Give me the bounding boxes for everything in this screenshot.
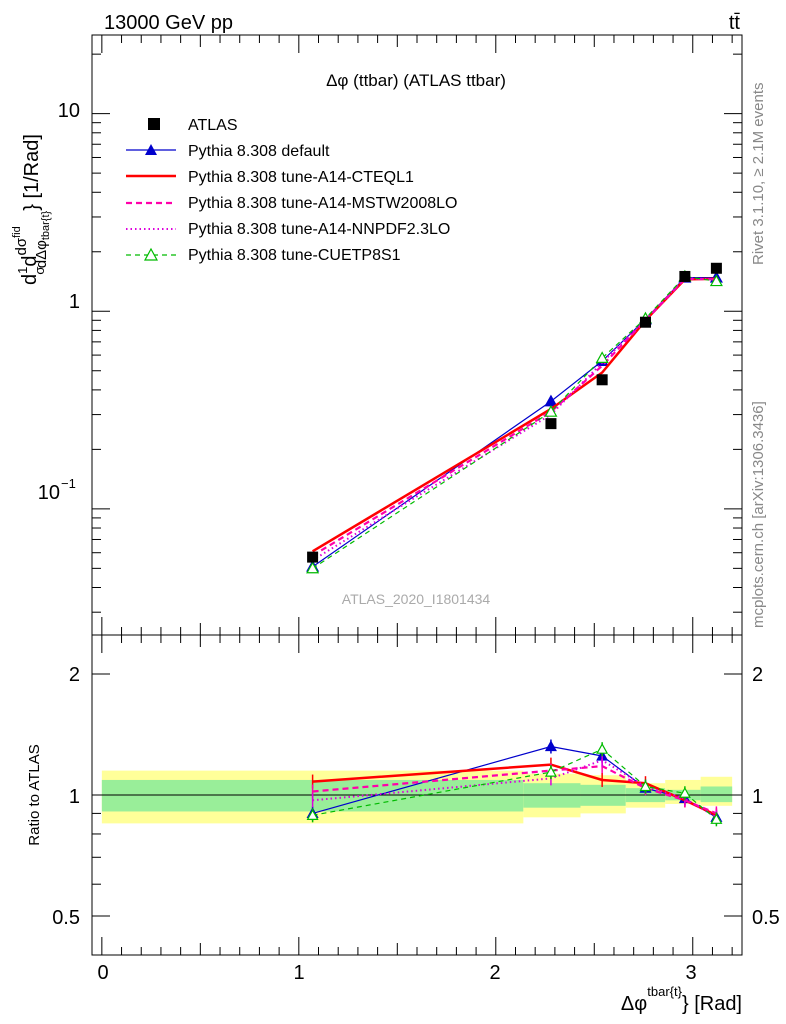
ratio-series-4-point-1: [544, 765, 557, 777]
atlas-data-point-5: [710, 262, 722, 274]
x-axis-title: Δφtbar{t}} [Rad]: [621, 984, 742, 1015]
legend-entry-nnpdf23lo: Pythia 8.308 tune-A14-NNPDF2.3LO: [188, 221, 450, 238]
energy-label: 13000 GeV pp: [104, 12, 233, 34]
ratio-y-tick-label-2-right: 2: [752, 664, 763, 686]
ratio-series-4-point-0: [306, 809, 319, 820]
main-axis-ticks: [92, 35, 742, 635]
ratio-y-tick-label-0.5-right: 0.5: [752, 907, 780, 929]
main-series-line-1: [311, 277, 717, 553]
ratio-series-4-point-3: [639, 780, 652, 792]
ratio-band-inner-5: [700, 786, 733, 803]
rivet-version-label: Rivet 3.1.10, ≥ 2.1M events: [750, 83, 767, 266]
x-tick-label-0: 0: [97, 962, 108, 984]
chart-title: Δφ (ttbar) (ATLAS ttbar): [326, 71, 506, 90]
legend-entry-cuetp8s1: Pythia 8.308 tune-CUETP8S1: [188, 247, 401, 264]
atlas-data-point-3: [639, 316, 651, 328]
main-series-4-point-5: [709, 274, 723, 287]
ratio-panel: 2 1 0.5 2 1 0.5 0 1 2 3 Ratio to ATLAS Δ…: [26, 634, 780, 1015]
main-series-0-point-1: [544, 394, 558, 407]
main-series-line-3: [312, 277, 717, 562]
main-series-4-point-2: [595, 351, 609, 364]
main-series-4-point-0: [306, 561, 320, 574]
ratio-plot-content: [92, 739, 742, 827]
atlas-data-point-4: [679, 270, 691, 282]
x-tick-label-1: 1: [293, 962, 304, 984]
legend-marker-atlas: [148, 118, 160, 130]
ratio-series-line-1: [312, 763, 717, 817]
main-plot-content: [306, 262, 723, 574]
main-tick-labels: 10 1 10 −1: [38, 100, 80, 504]
ratio-y-tick-label-1-right: 1: [752, 786, 763, 808]
ratio-y-tick-label-0.5-left: 0.5: [52, 907, 80, 929]
y-tick-label-1: 1: [69, 291, 80, 313]
atlas-data-point-1: [545, 418, 557, 430]
ratio-series-4-point-5: [710, 813, 723, 824]
legend-entry-mstw2008lo: Pythia 8.308 tune-A14-MSTW2008LO: [188, 195, 457, 212]
y-tick-label-0.1-exponent: −1: [61, 476, 76, 491]
ratio-series-line-2: [312, 764, 717, 815]
legend-entry-cteql1: Pythia 8.308 tune-A14-CTEQL1: [188, 169, 414, 186]
ratio-series-4-point-2: [596, 742, 609, 754]
main-series-4-point-1: [544, 405, 558, 417]
process-label: tt̄: [729, 12, 741, 34]
legend-entry-atlas: ATLAS: [188, 117, 238, 134]
y-tick-label-10: 10: [58, 100, 80, 122]
ratio-series-line-4: [312, 748, 717, 820]
ratio-tick-labels: 2 1 0.5 2 1 0.5 0 1 2 3: [52, 664, 780, 984]
ratio-series-line-3: [312, 759, 717, 819]
x-tick-label-3: 3: [685, 962, 696, 984]
ratio-series-4-point-4: [678, 787, 691, 798]
ratio-y-tick-label-2-left: 2: [69, 664, 80, 686]
legend: ATLAS Pythia 8.308 default Pythia 8.308 …: [126, 117, 457, 264]
atlas-data-point-0: [307, 551, 319, 563]
atlas-data-point-2: [596, 374, 608, 386]
main-panel: 10 1 10 −1 Δφ (ttbar) (ATLAS ttbar) ATLA…: [11, 34, 743, 636]
ratio-series-0-point-1: [544, 740, 557, 752]
legend-marker-cuetp8s1: [143, 247, 159, 261]
x-tick-label-2: 2: [489, 962, 500, 984]
ratio-y-tick-label-1-left: 1: [69, 786, 80, 808]
ratio-y-axis-title: Ratio to ATLAS: [26, 744, 43, 845]
mcplots-reference-label: mcplots.cern.ch [arXiv:1306.3436]: [750, 401, 767, 628]
main-series-line-0: [312, 277, 717, 568]
legend-entry-default: Pythia 8.308 default: [188, 143, 330, 160]
legend-marker-default: [145, 144, 157, 155]
y-tick-label-0.1-base: 10: [38, 482, 60, 504]
analysis-watermark: ATLAS_2020_I1801434: [342, 591, 491, 607]
main-y-axis-title: d1 σddσfiddΔφtbar{t}} [1/Rad]: [11, 134, 52, 285]
ratio-axis-ticks: [92, 635, 742, 956]
